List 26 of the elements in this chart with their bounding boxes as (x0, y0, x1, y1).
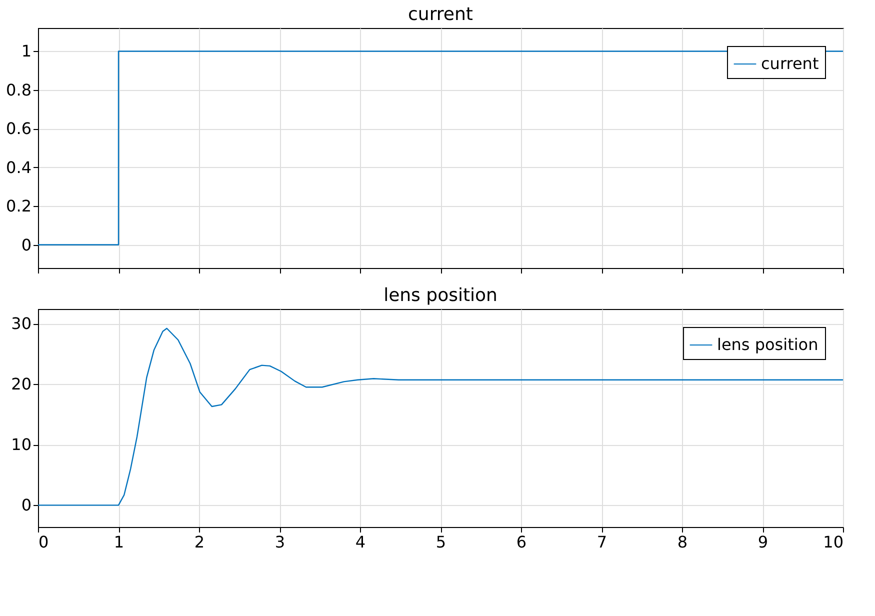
y-tick-label: 10 (11, 435, 32, 454)
x-tick-label: 8 (677, 532, 688, 552)
x-tick-label: 6 (516, 532, 527, 552)
y-tick-label: 20 (11, 374, 32, 394)
x-tick-label: 5 (436, 532, 446, 552)
x-tick-label: 3 (274, 532, 286, 552)
y-tick-label: 1 (21, 42, 32, 61)
y-tick-label: 30 (11, 314, 32, 334)
chart-title: current (408, 4, 473, 25)
legend-label: lens position (717, 335, 818, 354)
legend-label: current (761, 54, 819, 73)
x-tick-label: 4 (355, 532, 366, 552)
x-tick-label: 7 (596, 532, 608, 552)
x-tick-label: 1 (114, 532, 124, 552)
x-tick-label: 9 (758, 532, 768, 552)
chart-title: lens position (384, 285, 498, 306)
x-tick-label: 0 (38, 532, 49, 552)
y-tick-label: 0.2 (6, 196, 32, 216)
line-series (38, 328, 843, 506)
y-tick-label: 0.4 (6, 158, 32, 177)
x-tick-label: 10 (823, 532, 844, 552)
y-tick-label: 0.8 (6, 80, 32, 100)
y-tick-label: 0.6 (6, 119, 32, 138)
y-tick-label: 0 (21, 235, 32, 254)
x-tick-label: 2 (194, 532, 205, 552)
y-tick-label: 0 (21, 496, 32, 515)
